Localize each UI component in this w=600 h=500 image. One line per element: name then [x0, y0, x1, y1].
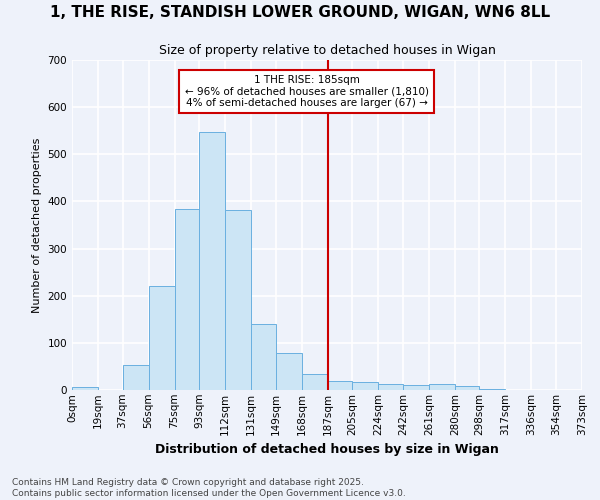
- Bar: [225, 210, 251, 390]
- Text: Contains HM Land Registry data © Crown copyright and database right 2025.
Contai: Contains HM Land Registry data © Crown c…: [12, 478, 406, 498]
- Text: 1, THE RISE, STANDISH LOWER GROUND, WIGAN, WN6 8LL: 1, THE RISE, STANDISH LOWER GROUND, WIGA…: [50, 5, 550, 20]
- Bar: [276, 353, 302, 390]
- Bar: [302, 374, 328, 390]
- Bar: [479, 389, 505, 390]
- Bar: [328, 381, 352, 390]
- Bar: [403, 386, 429, 390]
- Bar: [352, 382, 378, 390]
- Bar: [429, 384, 455, 390]
- Bar: [175, 209, 199, 390]
- Title: Size of property relative to detached houses in Wigan: Size of property relative to detached ho…: [158, 44, 496, 58]
- Bar: [378, 384, 403, 390]
- X-axis label: Distribution of detached houses by size in Wigan: Distribution of detached houses by size …: [155, 443, 499, 456]
- Text: 1 THE RISE: 185sqm
← 96% of detached houses are smaller (1,810)
4% of semi-detac: 1 THE RISE: 185sqm ← 96% of detached hou…: [185, 75, 428, 108]
- Y-axis label: Number of detached properties: Number of detached properties: [32, 138, 42, 312]
- Bar: [251, 324, 276, 390]
- Bar: [455, 386, 479, 390]
- Bar: [122, 366, 149, 390]
- Bar: [149, 286, 175, 390]
- Bar: [72, 386, 98, 390]
- Bar: [199, 132, 225, 390]
